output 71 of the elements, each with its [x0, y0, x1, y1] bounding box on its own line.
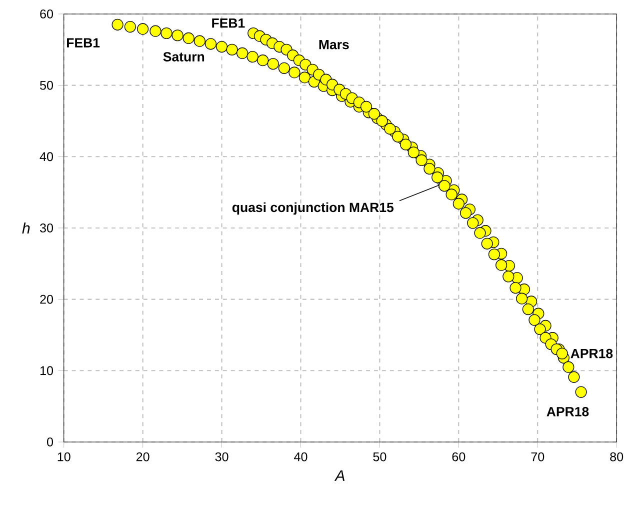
- x-tick-label: 20: [136, 452, 150, 462]
- y-tick-label: 50: [40, 80, 54, 90]
- x-tick-label: 40: [294, 452, 308, 462]
- point: [204, 38, 217, 50]
- point: [400, 138, 412, 150]
- point: [516, 292, 528, 304]
- y-tick-label: 40: [40, 152, 54, 162]
- point: [226, 44, 238, 56]
- x-axis-title: A: [334, 470, 344, 481]
- point: [236, 47, 248, 60]
- point: [467, 217, 479, 229]
- point: [112, 18, 124, 31]
- point: [384, 123, 396, 135]
- annotation: FEB1: [67, 38, 100, 48]
- point: [510, 282, 522, 294]
- point: [392, 130, 404, 143]
- point: [150, 25, 162, 37]
- point: [360, 100, 372, 113]
- y-tick-label: 30: [40, 224, 54, 233]
- point: [376, 115, 388, 127]
- x-tick-label: 80: [610, 452, 624, 462]
- point: [137, 23, 149, 35]
- point: [416, 154, 428, 166]
- point: [160, 28, 172, 40]
- point: [267, 58, 279, 70]
- point: [556, 348, 568, 360]
- point: [298, 72, 310, 84]
- point: [474, 227, 486, 239]
- y-tick-label: 10: [40, 366, 54, 376]
- point: [408, 146, 420, 158]
- annotation: APR18: [546, 407, 589, 416]
- point: [288, 66, 300, 78]
- x-tick-label: 70: [531, 452, 544, 462]
- point: [194, 35, 206, 47]
- point: [124, 21, 136, 33]
- point: [438, 180, 450, 192]
- point: [257, 54, 269, 66]
- point: [460, 207, 472, 219]
- point: [488, 248, 500, 260]
- point: [522, 304, 534, 316]
- point: [246, 51, 258, 63]
- annotation: FEB1: [212, 18, 245, 28]
- y-tick-label: 60: [40, 10, 54, 19]
- x-tick-label: 10: [58, 452, 70, 462]
- x-tick-label: 60: [452, 452, 466, 462]
- point: [424, 163, 436, 175]
- point: [172, 30, 184, 42]
- point: [568, 371, 580, 383]
- annotation: quasi conjunction MAR15: [232, 202, 394, 215]
- x-tick-label: 50: [373, 452, 386, 462]
- point: [575, 386, 587, 398]
- point: [481, 238, 493, 250]
- annotation: APR18: [570, 348, 613, 358]
- y-axis-title: h: [22, 222, 30, 234]
- point: [502, 270, 514, 282]
- series-label: Saturn: [163, 52, 204, 62]
- point: [446, 188, 458, 200]
- point: [432, 172, 444, 184]
- point: [182, 32, 194, 44]
- y-tick-label: 20: [40, 294, 54, 304]
- point: [368, 108, 380, 120]
- x-tick-label: 30: [215, 452, 228, 462]
- point: [452, 198, 464, 210]
- point: [528, 314, 540, 326]
- point: [216, 41, 228, 53]
- point: [562, 361, 574, 373]
- y-tick-label: 0: [47, 438, 54, 447]
- point: [278, 62, 290, 74]
- series-label: Mars: [319, 40, 349, 50]
- point: [534, 324, 546, 336]
- point: [496, 259, 508, 271]
